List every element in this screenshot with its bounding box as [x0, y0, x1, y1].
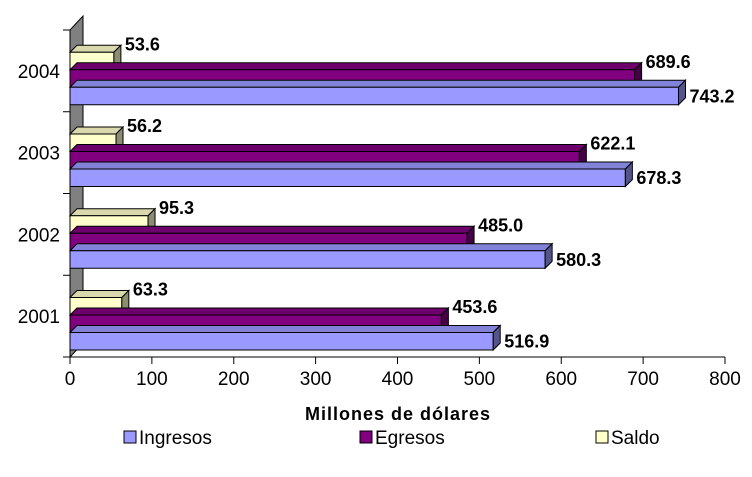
- y-tick-label-2003: 2003: [18, 144, 60, 165]
- data-label-saldo-2003: 56.2: [127, 116, 162, 136]
- data-label-ingresos-2004: 743.2: [689, 86, 734, 106]
- bar-top-face: [68, 79, 687, 88]
- bar-top-face: [68, 225, 476, 234]
- legend-swatch: [595, 430, 609, 444]
- bar-top-face: [68, 307, 450, 316]
- x-tick-label-200: 200: [218, 369, 250, 390]
- legend: Ingresos Egresos Saldo: [123, 428, 660, 449]
- bar-ingresos-2004: 743.2: [68, 79, 735, 106]
- data-label-egresos-2003: 622.1: [590, 134, 635, 154]
- bar-side-face: [677, 79, 686, 106]
- bar-front-face: [69, 250, 546, 269]
- legend-item-ingresos: Ingresos: [123, 428, 212, 449]
- legend-swatch: [123, 430, 137, 444]
- legend-label: Egresos: [375, 428, 445, 449]
- x-tick-label-700: 700: [627, 369, 659, 390]
- x-tick-label-300: 300: [300, 369, 332, 390]
- y-tick-label-2002: 2002: [18, 225, 60, 246]
- data-label-saldo-2004: 53.6: [125, 34, 160, 54]
- legend-swatch: [359, 430, 373, 444]
- data-label-saldo-2001: 63.3: [133, 280, 168, 300]
- data-label-ingresos-2001: 516.9: [504, 332, 549, 352]
- x-axis-title: Millones de dólares: [305, 404, 491, 424]
- bar-side-face: [492, 324, 501, 352]
- bar-top-face: [68, 126, 125, 135]
- bar-front-face: [69, 86, 679, 106]
- bar-ingresos-2003: 678.3: [68, 160, 681, 188]
- data-label-saldo-2002: 95.3: [159, 198, 194, 218]
- data-label-egresos-2004: 689.6: [646, 52, 691, 72]
- x-tick-label-500: 500: [464, 369, 496, 390]
- bar-top-face: [68, 243, 554, 252]
- legend-item-egresos: Egresos: [359, 428, 445, 449]
- bars-layer: 63.3 453.6 516.9 95.3 485.0 580.3 56.2 622.1678…: [68, 34, 735, 352]
- x-tick-label-800: 800: [709, 369, 741, 390]
- bar-front-face: [69, 168, 626, 187]
- data-label-ingresos-2002: 580.3: [556, 250, 601, 270]
- bar-top-face: [68, 325, 502, 333]
- legend-item-saldo: Saldo: [595, 428, 660, 449]
- bar-ingresos-2001: 516.9: [68, 324, 549, 352]
- x-ticks: 0 100 200 300 400 500 600 700 800: [65, 357, 741, 390]
- x-tick-label-400: 400: [382, 369, 414, 390]
- data-label-ingresos-2003: 678.3: [636, 168, 681, 188]
- bar-ingresos-2002: 580.3: [68, 242, 601, 270]
- data-label-egresos-2002: 485.0: [478, 215, 523, 235]
- data-label-egresos-2001: 453.6: [452, 297, 497, 317]
- bar-front-face: [69, 332, 494, 351]
- y-tick-label-2004: 2004: [18, 62, 61, 83]
- bar-top-face: [68, 44, 123, 53]
- x-tick-label-600: 600: [545, 369, 577, 390]
- bar-top-face: [68, 62, 643, 71]
- bar-side-face: [544, 242, 553, 270]
- x-tick-label-0: 0: [65, 369, 76, 390]
- bar-top-face: [68, 144, 588, 152]
- bar-top-face: [68, 161, 634, 170]
- legend-label: Saldo: [611, 428, 660, 449]
- x-tick-label-100: 100: [136, 369, 168, 390]
- legend-label: Ingresos: [139, 428, 212, 449]
- y-tick-label-2001: 2001: [18, 307, 60, 328]
- y-ticks: 2001 2002 2003 2004: [18, 29, 70, 358]
- bar-side-face: [624, 160, 633, 188]
- bar-top-face: [68, 290, 131, 298]
- bar-top-face: [68, 208, 157, 217]
